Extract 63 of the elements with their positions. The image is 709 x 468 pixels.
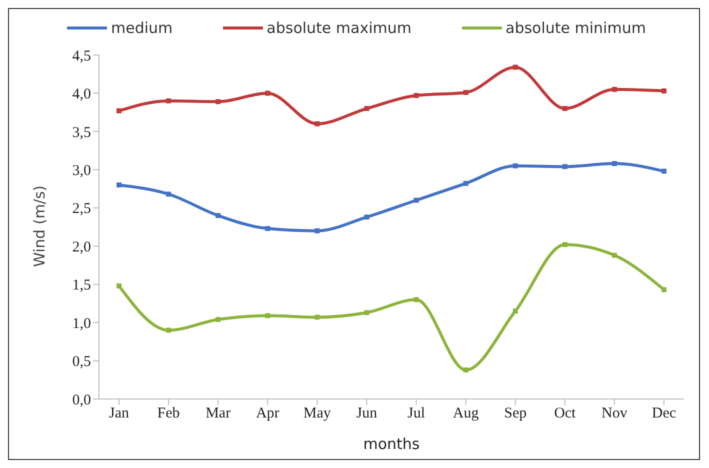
x-axis-title: months [363,435,420,453]
x-tick-label: Jan [109,406,130,422]
point [512,163,518,168]
y-tick-label: 1,5 [72,278,91,294]
point [314,121,320,126]
point [463,367,468,372]
point [463,180,468,186]
y-tick-label: 3,0 [72,162,91,179]
y-tick-label: 0,0 [72,392,91,408]
point [414,198,419,203]
y-tick-label: 2,0 [72,239,91,256]
point [562,106,568,112]
y-tick-label: 0,5 [72,354,91,370]
legend-label: absolute maximum [266,19,412,37]
point [612,86,617,92]
x-tick-label: May [303,406,332,422]
point [314,228,320,234]
x-tick-label: Aug [452,406,480,422]
point [265,313,270,318]
y-tick-label: 4,5 [72,48,91,64]
y-axis-title: Wind (m/s) [30,185,48,267]
point [216,213,221,218]
point [116,283,122,288]
x-tick-label: Jul [408,406,426,422]
point [216,99,221,104]
point [612,161,617,166]
point [662,168,666,174]
point [562,164,568,170]
point [166,328,172,333]
point [512,308,518,314]
point [265,90,270,96]
x-tick-label: Apr [256,406,280,422]
x-tick-label: Dec [652,406,676,422]
point [562,242,568,248]
x-tick-label: Sep [504,406,527,422]
y-tick-label: 4,0 [72,86,91,103]
x-tick-label: Feb [157,406,180,422]
y-tick-label: 2,5 [72,201,91,218]
point [116,108,122,114]
point [166,98,172,104]
point [414,93,419,98]
x-tick-label: Nov [602,406,628,422]
x-tick-label: Mar [206,406,231,422]
y-tick-label: 1,0 [72,316,91,332]
point [166,192,172,197]
point [364,310,370,316]
point [662,287,666,292]
point [463,90,468,95]
point [364,106,370,112]
point [512,64,518,70]
point [662,88,666,94]
legend-label: absolute minimum [504,19,646,37]
point [414,297,419,302]
y-tick-label: 3,5 [72,124,91,141]
point [612,252,617,258]
point [116,182,122,188]
point [364,214,370,220]
x-tick-label: Jun [356,406,378,422]
point [216,317,221,322]
point [314,314,320,320]
legend-label: medium [110,19,173,37]
x-tick-label: Oct [554,406,577,422]
point [265,226,270,232]
